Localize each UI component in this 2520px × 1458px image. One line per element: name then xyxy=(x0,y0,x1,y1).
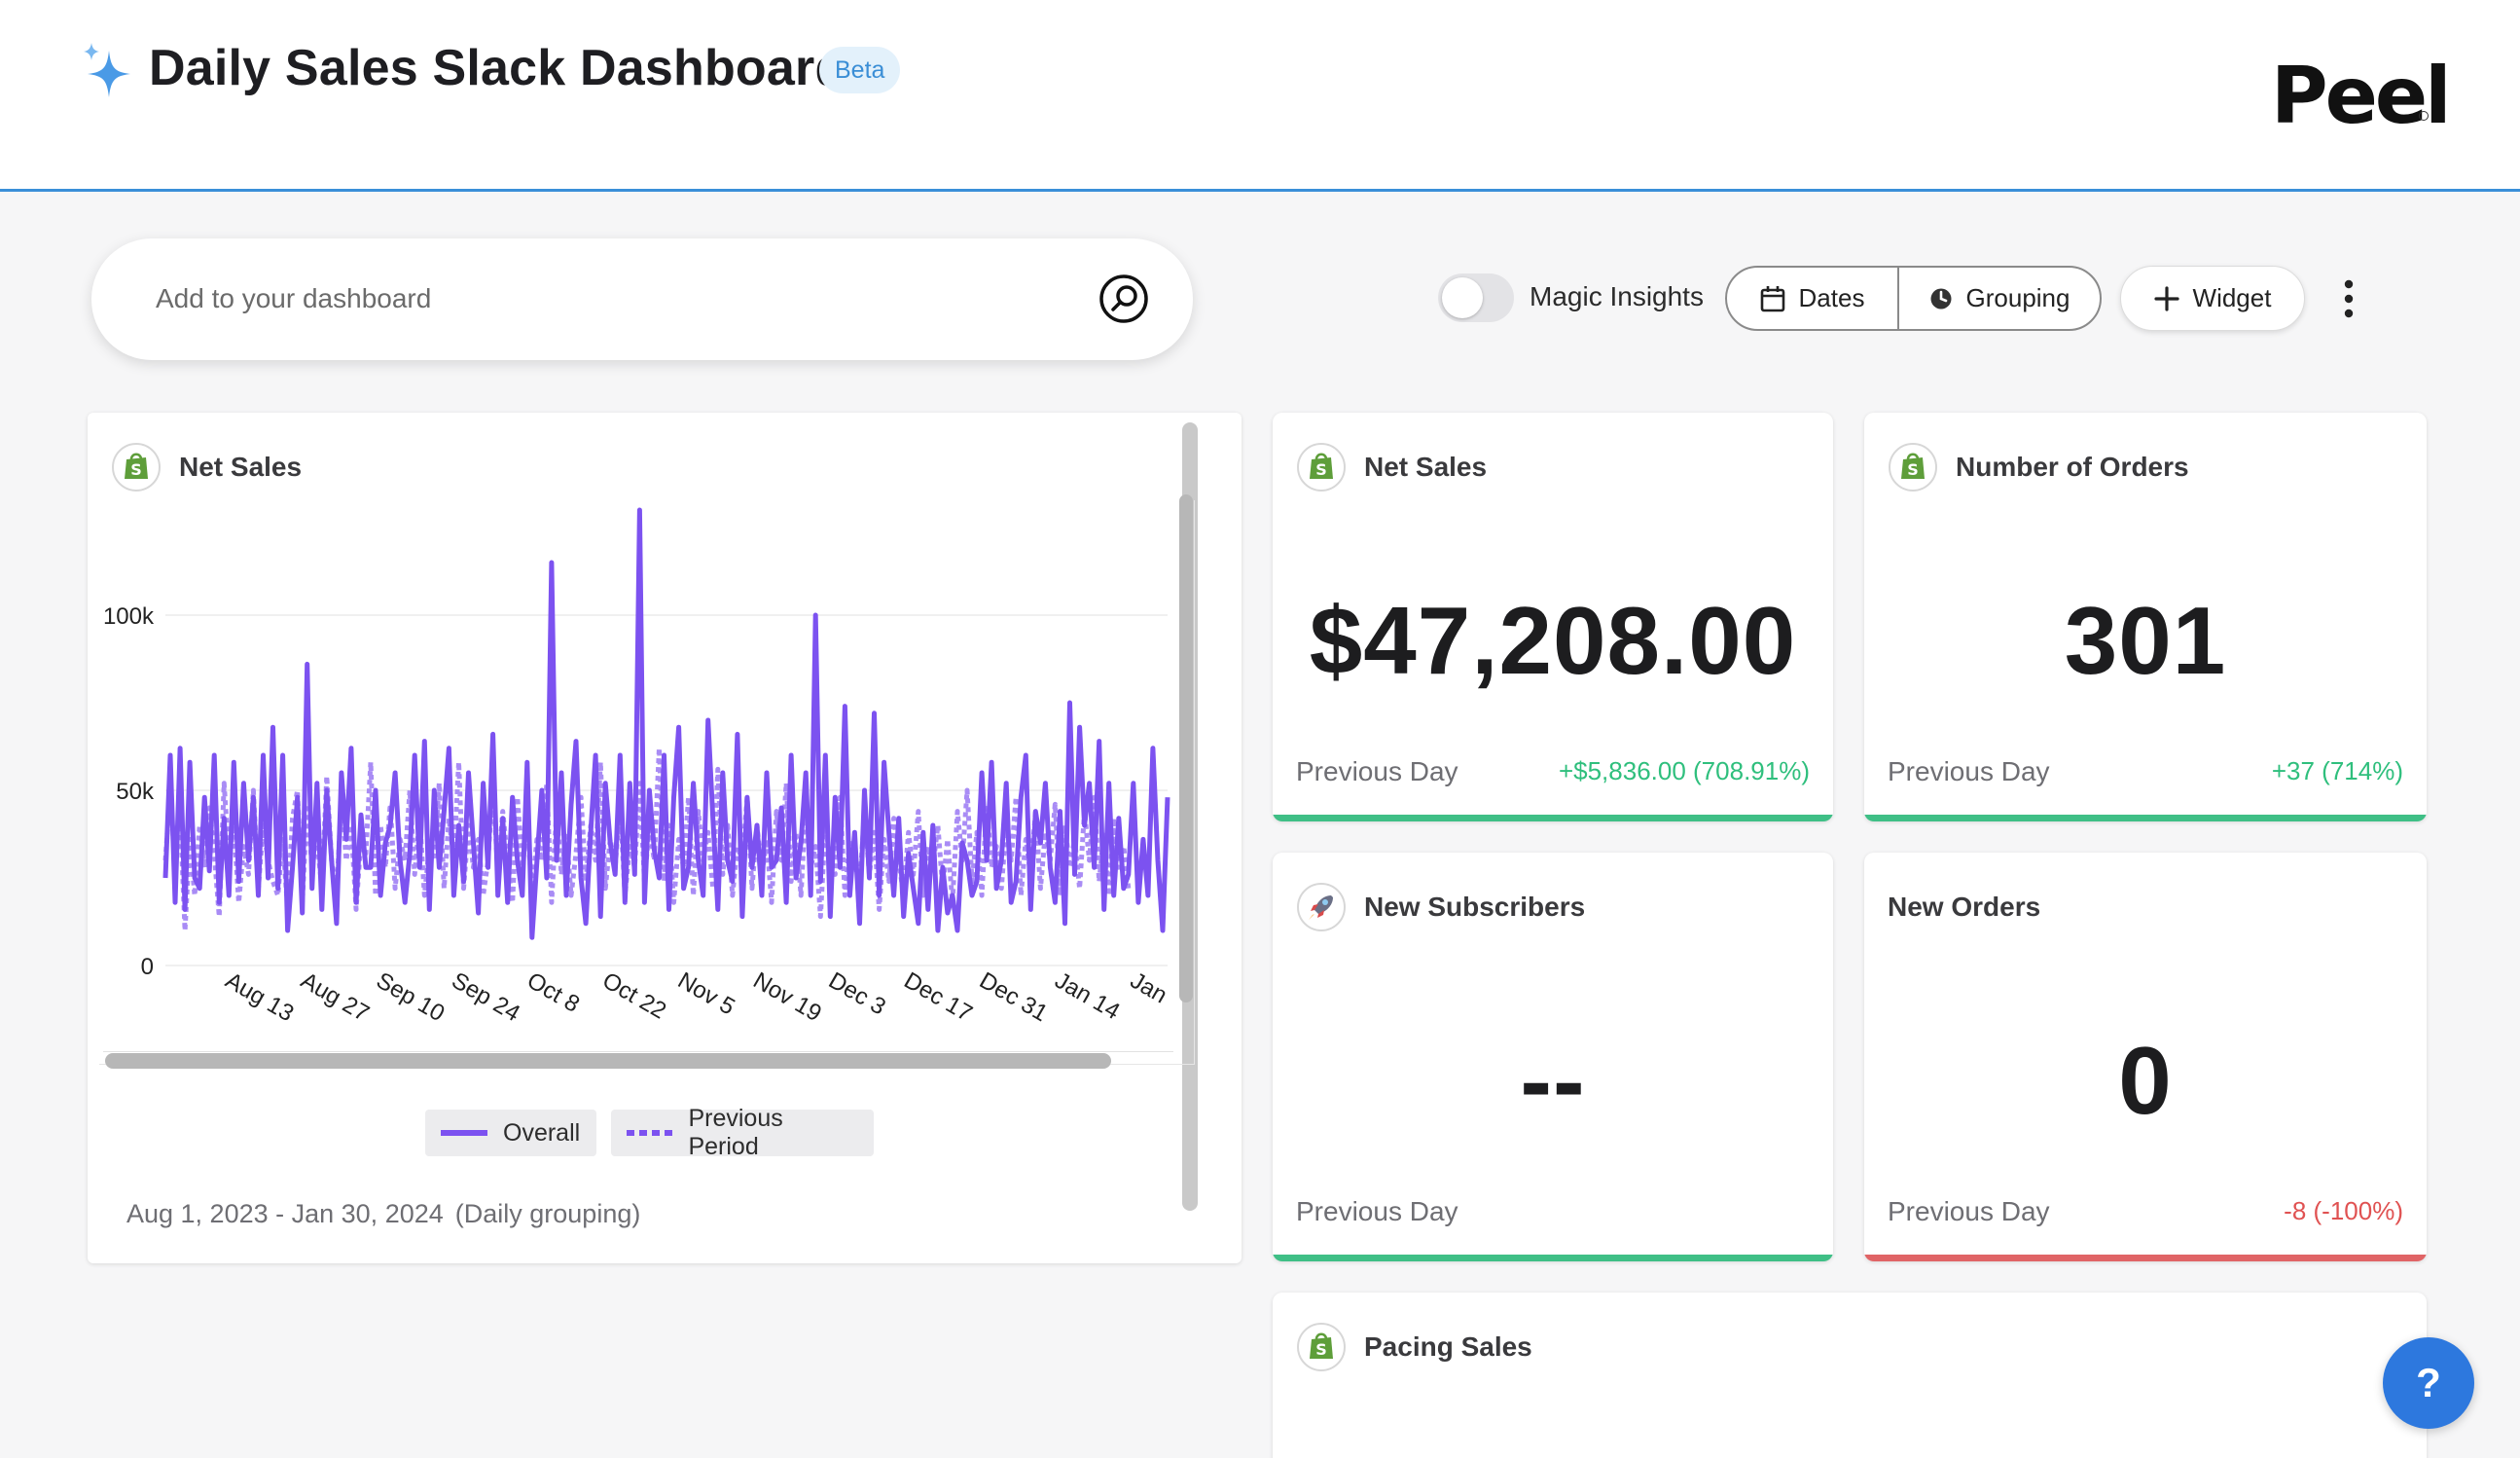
status-bar xyxy=(1273,815,1833,821)
status-bar xyxy=(1864,1255,2427,1261)
chart-scroll-track xyxy=(103,1051,1173,1052)
new-subscribers-kpi-card[interactable]: New Subscribers -- Previous Day xyxy=(1273,853,1833,1261)
shopify-icon: S xyxy=(1889,443,1937,492)
more-options-icon[interactable] xyxy=(2335,278,2362,319)
kpi-delta: +$5,836.00 (708.91%) xyxy=(1558,756,1810,785)
previous-day-label: Previous Day xyxy=(1296,1196,1458,1226)
magic-insights-toggle[interactable] xyxy=(1438,273,1514,322)
x-tick-label: Aug 27 xyxy=(297,967,374,1027)
calendar-icon xyxy=(1760,285,1784,311)
legend-swatch-solid xyxy=(441,1130,487,1136)
grouping-button[interactable]: Grouping xyxy=(1899,268,2100,329)
peel-logo[interactable]: Peel xyxy=(2271,51,2452,141)
x-tick-label: Nov 19 xyxy=(749,967,826,1027)
kpi-value: 0 xyxy=(2118,1027,2173,1134)
beta-badge: Beta xyxy=(819,47,901,93)
magic-insights-label: Magic Insights xyxy=(1530,281,1704,311)
plus-icon xyxy=(2153,285,2179,311)
x-tick-label: Sep 10 xyxy=(372,967,449,1027)
net-sales-chart-card[interactable]: S Net Sales 0 50k 100k Aug 13 Aug 27 Sep 10 Se… xyxy=(88,413,1242,1263)
x-tick-label: Sep 24 xyxy=(448,967,524,1027)
x-tick-label: Oct 22 xyxy=(598,967,671,1025)
y-tick-label: 0 xyxy=(141,954,154,980)
previous-day-label: Previous Day xyxy=(1296,756,1458,786)
legend-previous-period[interactable]: Previous Period xyxy=(611,1105,874,1160)
chart-date-range: Aug 1, 2023 - Jan 30, 2024 (Daily groupin… xyxy=(126,1199,640,1229)
add-widget-button[interactable]: Widget xyxy=(2120,266,2305,331)
chart-vertical-scrollbar[interactable] xyxy=(1179,494,1193,1002)
net-sales-kpi-card[interactable]: S Net Sales $47,208.00 Previous Day +$5,… xyxy=(1273,413,1833,821)
svg-text:S: S xyxy=(1315,460,1327,479)
page-header: Daily Sales Slack Dashboard Beta Peel xyxy=(0,0,2520,192)
y-tick-label: 100k xyxy=(103,603,155,630)
pacing-sales-card[interactable]: S Pacing Sales xyxy=(1273,1293,2427,1458)
shopify-icon: S xyxy=(112,443,161,492)
clock-icon xyxy=(1930,288,1952,309)
date-grouping-button-group: Dates Grouping xyxy=(1725,266,2102,331)
kpi-value: $47,208.00 xyxy=(1309,587,1797,694)
x-tick-label: Dec 31 xyxy=(975,967,1052,1027)
number-of-orders-kpi-card[interactable]: S Number of Orders 301 Previous Day +37 … xyxy=(1864,413,2427,821)
date-range-text: Aug 1, 2023 - Jan 30, 2024 xyxy=(126,1199,444,1228)
toggle-knob xyxy=(1442,277,1483,318)
kpi-value: 301 xyxy=(2064,587,2227,694)
chart-horizontal-scrollbar[interactable] xyxy=(105,1053,1111,1069)
x-tick-label: Dec 17 xyxy=(900,967,977,1027)
svg-text:S: S xyxy=(1315,1340,1327,1359)
x-tick-label: Jan xyxy=(1126,967,1171,1009)
legend-label-overall: Overall xyxy=(503,1118,581,1147)
previous-day-label: Previous Day xyxy=(1888,756,2050,786)
search-icon[interactable] xyxy=(1098,273,1150,325)
kpi-delta: +37 (714%) xyxy=(2271,756,2403,785)
x-tick-label: Dec 3 xyxy=(824,967,890,1021)
logo-registered-mark xyxy=(2419,111,2429,121)
search-input[interactable] xyxy=(156,273,1031,324)
shopify-icon: S xyxy=(1297,443,1346,492)
chart-title: Net Sales xyxy=(179,452,303,482)
svg-text:S: S xyxy=(130,460,142,479)
y-tick-label: 50k xyxy=(116,779,155,805)
dates-label: Dates xyxy=(1798,283,1865,312)
rocket-icon xyxy=(1297,883,1346,931)
dates-button[interactable]: Dates xyxy=(1727,268,1899,329)
previous-day-label: Previous Day xyxy=(1888,1196,2050,1226)
add-to-dashboard-search xyxy=(91,238,1193,360)
page-title: Daily Sales Slack Dashboard xyxy=(149,40,846,96)
legend-overall[interactable]: Overall xyxy=(425,1110,596,1156)
card-title: Pacing Sales xyxy=(1364,1331,1532,1362)
kpi-delta: -8 (-100%) xyxy=(2284,1196,2403,1225)
x-tick-label: Aug 13 xyxy=(221,967,298,1027)
widget-label: Widget xyxy=(2192,283,2272,312)
x-tick-label: Jan 14 xyxy=(1051,967,1125,1025)
grouping-label: Grouping xyxy=(1965,283,2070,312)
svg-text:S: S xyxy=(1907,460,1919,479)
series-line-overall xyxy=(162,507,1170,940)
kpi-value: -- xyxy=(1520,1027,1586,1134)
x-tick-label: Nov 5 xyxy=(673,967,739,1021)
new-orders-kpi-card[interactable]: New Orders 0 Previous Day -8 (-100%) xyxy=(1864,853,2427,1261)
grouping-text: (Daily grouping) xyxy=(454,1199,641,1228)
card-title: New Subscribers xyxy=(1364,892,1586,922)
shopify-icon: S xyxy=(1297,1323,1346,1371)
sparkle-icon xyxy=(84,43,130,97)
card-title: Number of Orders xyxy=(1956,452,2189,482)
legend-swatch-dotted xyxy=(627,1130,673,1136)
card-title: Net Sales xyxy=(1364,452,1488,482)
help-button[interactable]: ? xyxy=(2383,1337,2474,1429)
card-title: New Orders xyxy=(1888,892,2041,922)
status-bar xyxy=(1864,815,2427,821)
status-bar xyxy=(1273,1255,1833,1261)
legend-label-previous: Previous Period xyxy=(688,1105,783,1160)
x-tick-label: Oct 8 xyxy=(522,967,584,1018)
